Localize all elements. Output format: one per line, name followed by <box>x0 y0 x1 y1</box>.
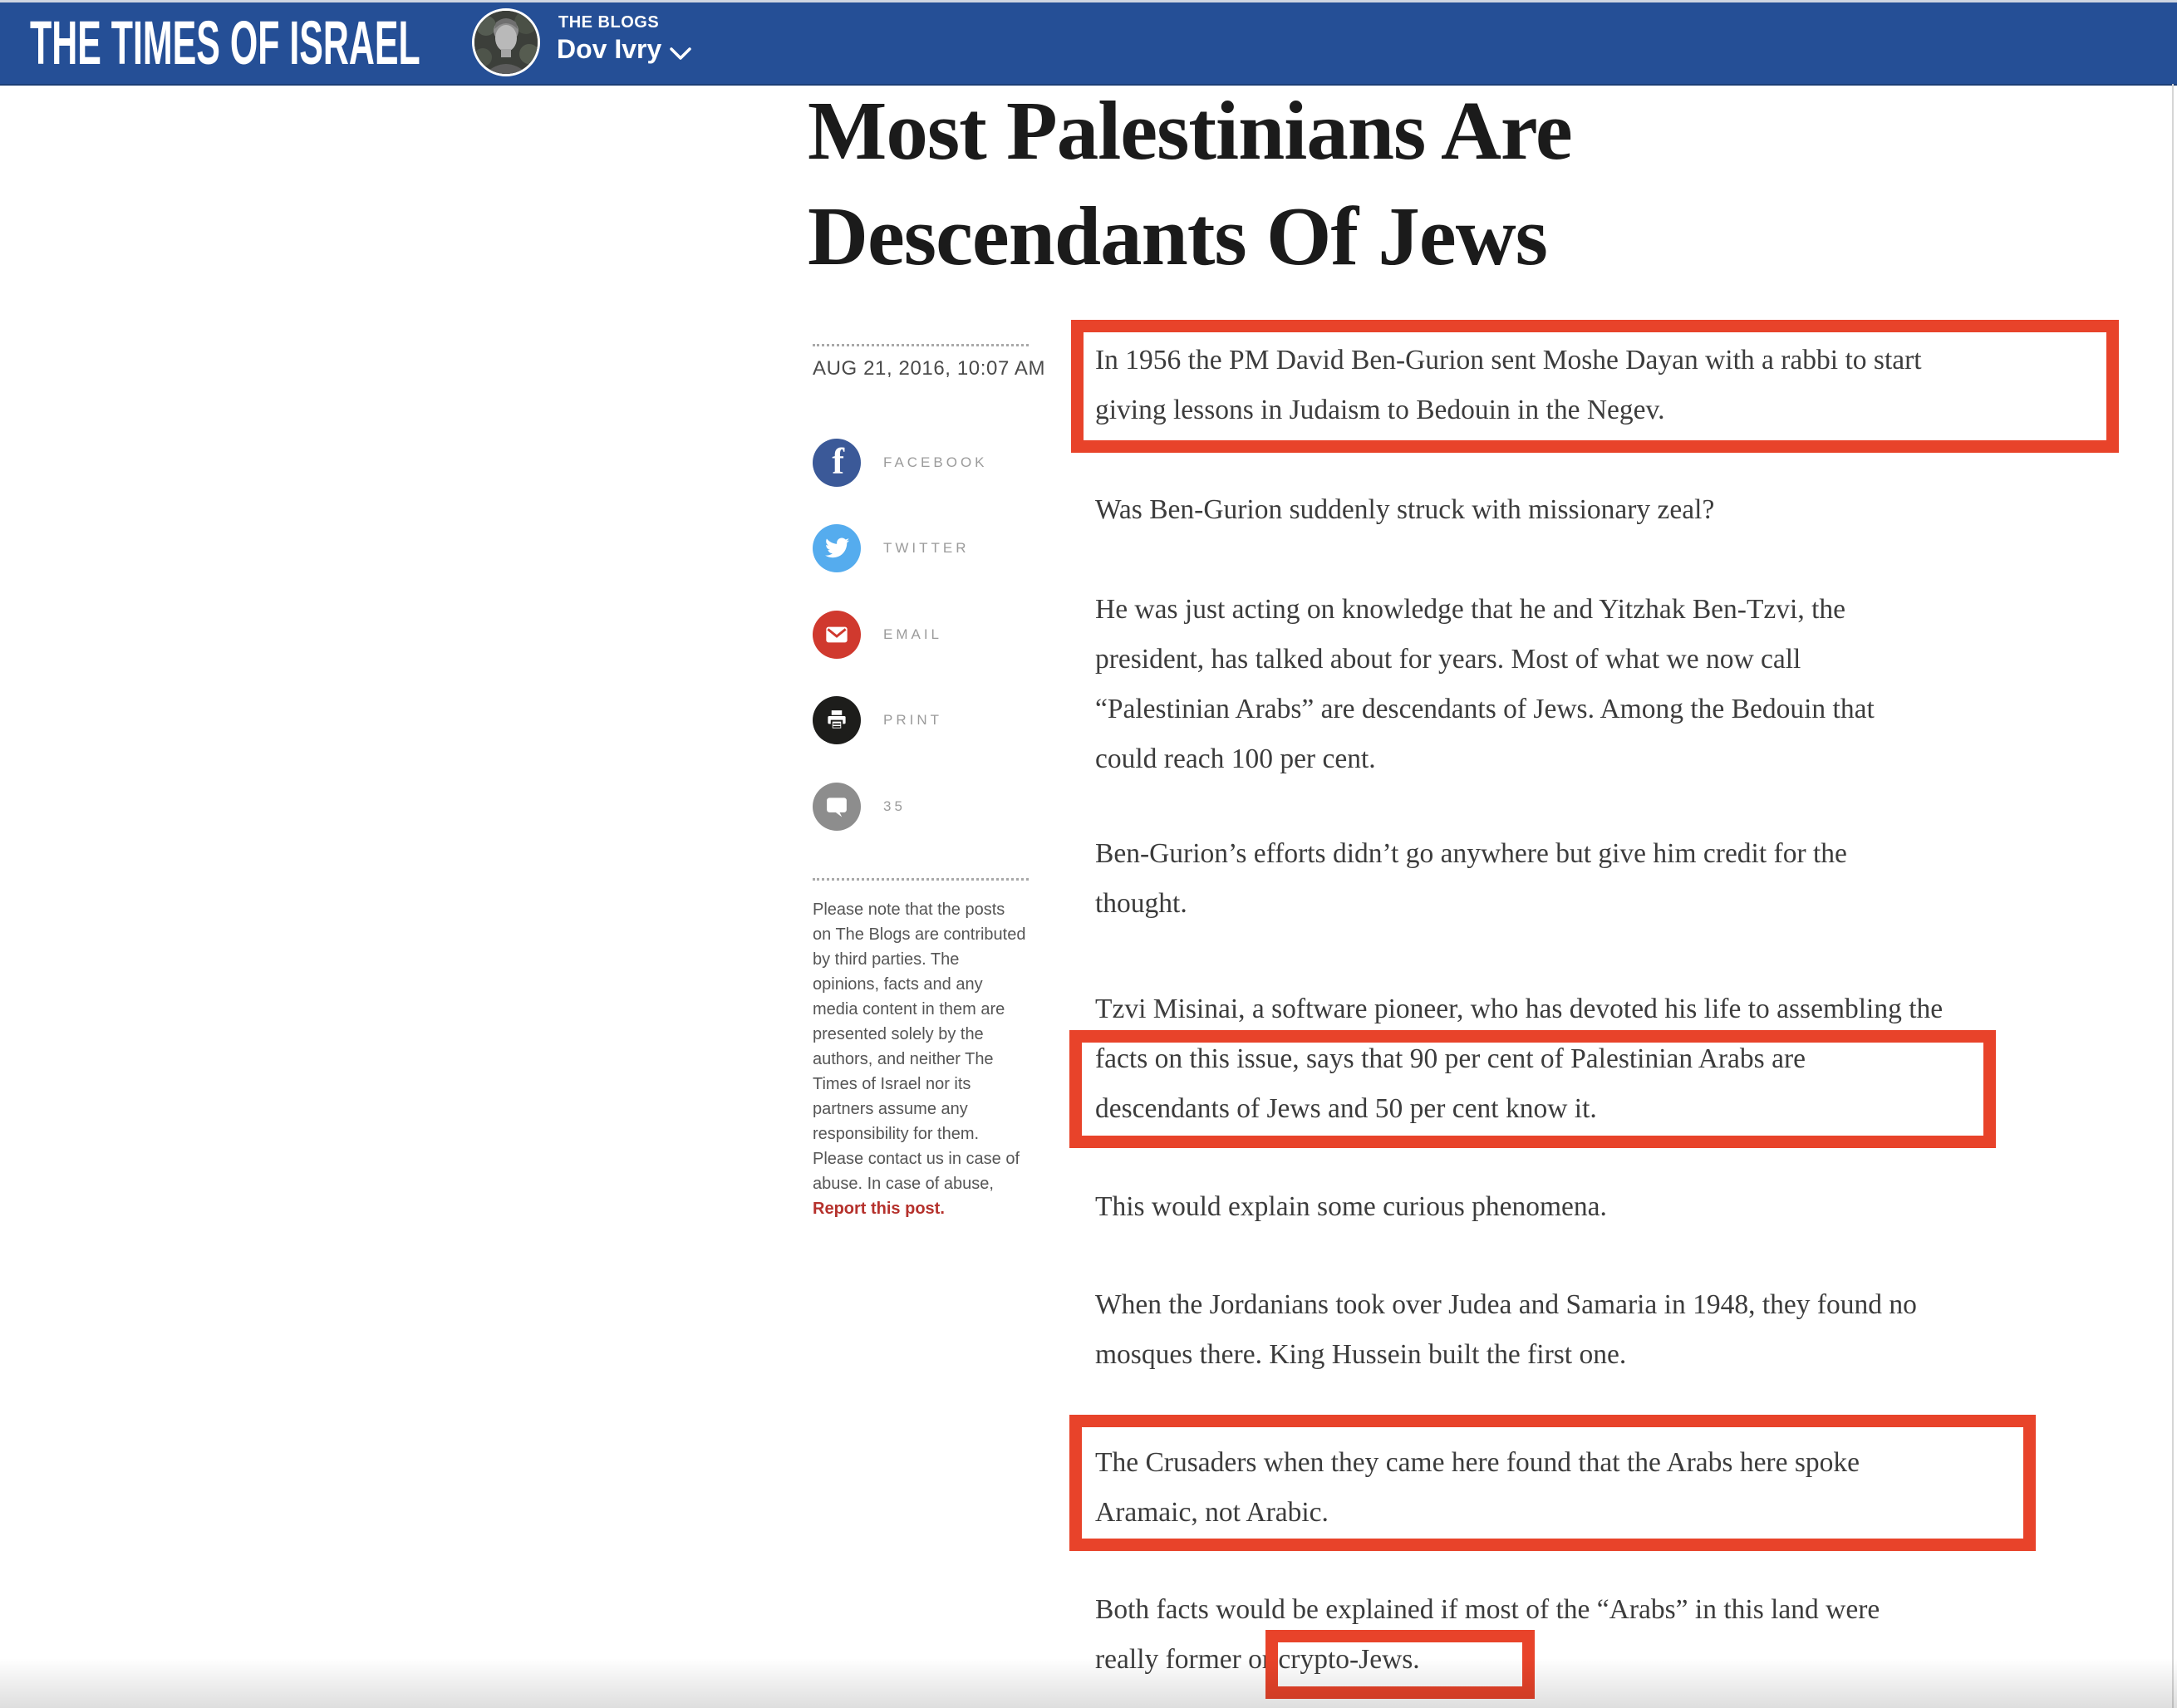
text-line: could reach 100 per cent. <box>1095 744 1376 774</box>
facebook-icon: f <box>813 439 861 487</box>
text-line: mosques there. King Hussein built the fi… <box>1095 1339 1627 1370</box>
author-avatar[interactable] <box>472 8 540 76</box>
share-email-label: EMAIL <box>883 626 943 642</box>
text-line: president, has talked about for years. M… <box>1095 644 1801 675</box>
post-date: AUG 21, 2016, 10:07 AM <box>813 357 1046 380</box>
header-bar: THE TIMES OF ISRAEL THE BLOGS Dov Ivry <box>0 2 2177 86</box>
paragraph-5: Tzvi Misinai, a software pioneer, who ha… <box>1095 984 2101 1134</box>
text-line: Aramaic, not Arabic. <box>1095 1497 1329 1528</box>
text-line: In 1956 the PM David Ben-Gurion sent Mos… <box>1095 345 1922 375</box>
blogs-section-label: THE BLOGS <box>558 13 660 32</box>
text-line: When the Jordanians took over Judea and … <box>1095 1289 1917 1320</box>
share-facebook-label: FACEBOOK <box>883 454 988 470</box>
paragraph-7: When the Jordanians took over Judea and … <box>1095 1280 2101 1380</box>
report-post-link[interactable]: Report this post. <box>813 1200 945 1218</box>
text-line: Descendants Of Jews <box>808 189 1548 282</box>
text-line: really former or crypto-Jews. <box>1095 1644 1420 1675</box>
dotted-divider-top <box>813 344 1029 346</box>
article-title: Most Palestinians Are Descendants Of Jews <box>808 78 1573 289</box>
speech-bubble-icon <box>813 783 861 831</box>
chevron-down-icon[interactable] <box>670 47 691 65</box>
page-right-edge <box>2172 84 2174 1708</box>
printer-icon <box>813 696 861 744</box>
paragraph-8: The Crusaders when they came here found … <box>1095 1438 2101 1538</box>
avatar-photo <box>474 11 538 74</box>
text-line: facts on this issue, says that 90 per ce… <box>1095 1043 1806 1074</box>
times-of-israel-logo[interactable]: THE TIMES OF ISRAEL <box>30 8 420 77</box>
text-line: descendants of Jews and 50 per cent know… <box>1095 1093 1597 1124</box>
text-line: Both facts would be explained if most of… <box>1095 1594 1880 1625</box>
share-twitter-label: TWITTER <box>883 540 970 556</box>
text-line: thought. <box>1095 888 1187 919</box>
paragraph-2: Was Ben-Gurion suddenly struck with miss… <box>1095 485 2101 535</box>
text-line: Was Ben-Gurion suddenly struck with miss… <box>1095 494 1715 525</box>
twitter-bird-icon <box>813 524 861 572</box>
text-line: Most Palestinians Are <box>808 84 1573 177</box>
paragraph-6: This would explain some curious phenomen… <box>1095 1182 2101 1232</box>
text-line: giving lessons in Judaism to Bedouin in … <box>1095 395 1665 425</box>
text-line: “Palestinian Arabs” are descendants of J… <box>1095 694 1875 724</box>
window-top-edge <box>0 0 2177 2</box>
text-line: This would explain some curious phenomen… <box>1095 1191 1607 1222</box>
envelope-icon <box>813 611 861 659</box>
text-line: Ben-Gurion’s efforts didn’t go anywhere … <box>1095 838 1847 869</box>
dotted-divider-bottom <box>813 878 1029 881</box>
author-name[interactable]: Dov Ivry <box>557 34 662 64</box>
paragraph-1: In 1956 the PM David Ben-Gurion sent Mos… <box>1095 336 2101 435</box>
blogs-disclaimer: Please note that the posts on The Blogs … <box>813 897 1027 1221</box>
paragraph-9: Both facts would be explained if most of… <box>1095 1585 2101 1685</box>
print-label: PRINT <box>883 712 942 728</box>
paragraph-3: He was just acting on knowledge that he … <box>1095 585 2101 784</box>
text-line: He was just acting on knowledge that he … <box>1095 594 1846 625</box>
comments-count: 35 <box>883 798 906 814</box>
text-line: Tzvi Misinai, a software pioneer, who ha… <box>1095 994 1944 1024</box>
disclaimer-text: Please note that the posts on The Blogs … <box>813 901 1026 1193</box>
text-line: The Crusaders when they came here found … <box>1095 1447 1860 1478</box>
paragraph-4: Ben-Gurion’s efforts didn’t go anywhere … <box>1095 829 2101 929</box>
